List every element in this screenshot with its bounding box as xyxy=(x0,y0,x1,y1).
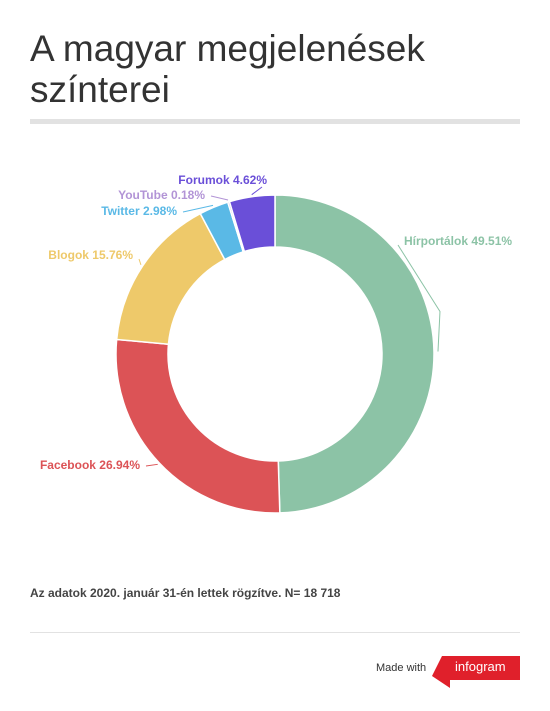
donut-chart: Hírportálok 49.51% Facebook 26.94% Blogok … xyxy=(40,173,512,514)
leader-line xyxy=(210,195,229,201)
slice-label: Forumok 4.62% xyxy=(178,173,267,187)
donut-slice-blogok[interactable] xyxy=(115,212,226,346)
slice-label: Hírportálok 49.51% xyxy=(404,234,512,248)
data-note: Az adatok 2020. január 31-én lettek rögz… xyxy=(30,586,341,600)
donut-slice-forumok[interactable] xyxy=(228,194,276,253)
made-with-text: Made with xyxy=(376,662,427,674)
chart-slices xyxy=(115,194,435,514)
slice-label: Blogok 15.76% xyxy=(48,248,133,262)
infogram-logo-text: infogram xyxy=(455,659,506,674)
leader-line xyxy=(251,186,263,196)
infogram-logo[interactable] xyxy=(432,656,520,688)
leader-line xyxy=(145,463,158,467)
leader-line xyxy=(182,204,214,213)
donut-slice-h-rport-lok[interactable] xyxy=(274,194,435,514)
slice-label: Twitter 2.98% xyxy=(101,204,177,218)
page-title: A magyar megjelenések színterei xyxy=(30,28,425,110)
leader-line xyxy=(138,258,142,266)
slice-label: Facebook 26.94% xyxy=(40,458,140,472)
leader-line xyxy=(397,244,441,352)
title-divider xyxy=(30,119,520,124)
footer-divider xyxy=(30,632,520,633)
chart-labels: Hírportálok 49.51% Facebook 26.94% Blogok … xyxy=(40,173,512,472)
slice-label: YouTube 0.18% xyxy=(118,188,205,202)
chart-leader-lines xyxy=(138,186,441,467)
donut-slice-facebook[interactable] xyxy=(115,338,281,514)
